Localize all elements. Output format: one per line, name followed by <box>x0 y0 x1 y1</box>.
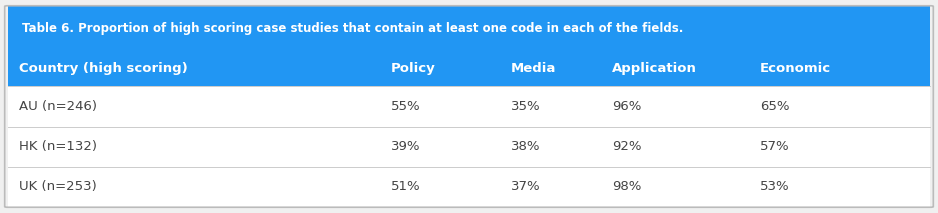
Text: Table 6. Proportion of high scoring case studies that contain at least one code : Table 6. Proportion of high scoring case… <box>22 22 683 35</box>
Text: Economic: Economic <box>760 62 831 75</box>
Bar <box>8 52 930 86</box>
Bar <box>8 86 930 127</box>
Text: HK (n=132): HK (n=132) <box>19 140 97 153</box>
Text: 39%: 39% <box>390 140 420 153</box>
Text: 57%: 57% <box>760 140 790 153</box>
Text: 53%: 53% <box>760 180 790 193</box>
Bar <box>8 6 930 52</box>
Text: UK (n=253): UK (n=253) <box>19 180 97 193</box>
Bar <box>8 127 930 167</box>
Bar <box>8 167 930 207</box>
Text: 92%: 92% <box>613 140 642 153</box>
Text: 51%: 51% <box>390 180 420 193</box>
Text: 38%: 38% <box>510 140 540 153</box>
Text: 96%: 96% <box>613 100 642 113</box>
Text: 37%: 37% <box>510 180 540 193</box>
Text: 35%: 35% <box>510 100 540 113</box>
Text: 98%: 98% <box>613 180 642 193</box>
Text: Country (high scoring): Country (high scoring) <box>19 62 188 75</box>
Text: Media: Media <box>510 62 556 75</box>
Text: Application: Application <box>613 62 697 75</box>
Text: AU (n=246): AU (n=246) <box>19 100 97 113</box>
Text: 55%: 55% <box>390 100 420 113</box>
Text: Policy: Policy <box>390 62 435 75</box>
Text: 65%: 65% <box>760 100 789 113</box>
